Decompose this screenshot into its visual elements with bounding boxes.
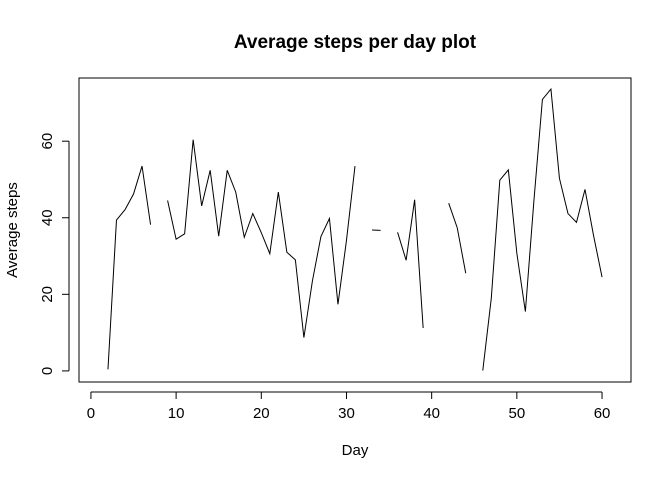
y-axis: 0 20 40 60 — [39, 133, 70, 375]
x-tick-label: 60 — [594, 405, 611, 422]
series-layer — [107, 87, 603, 371]
x-tick-label: 10 — [168, 405, 185, 422]
x-axis-label: Day — [342, 442, 369, 459]
y-axis-label: Average steps — [4, 182, 21, 278]
y-tick-label: 0 — [39, 367, 56, 375]
x-tick-label: 50 — [509, 405, 526, 422]
x-tick-label: 30 — [338, 405, 355, 422]
series-line-segment — [167, 139, 356, 338]
x-tick-label: 20 — [253, 405, 270, 422]
y-tick-label: 40 — [39, 209, 56, 226]
x-tick-label: 0 — [87, 405, 95, 422]
chart-title: Average steps per day plot — [234, 32, 477, 53]
series-line-segment — [397, 199, 424, 329]
x-tick-label: 40 — [423, 405, 440, 422]
series-line-segment — [448, 203, 467, 274]
y-tick-label: 60 — [39, 133, 56, 150]
y-tick-label: 20 — [39, 286, 56, 303]
plot-frame — [78, 77, 632, 383]
series-line-segment — [482, 87, 603, 371]
x-axis: 0 10 20 30 40 50 60 — [87, 391, 611, 422]
series-line-segment — [107, 165, 152, 370]
